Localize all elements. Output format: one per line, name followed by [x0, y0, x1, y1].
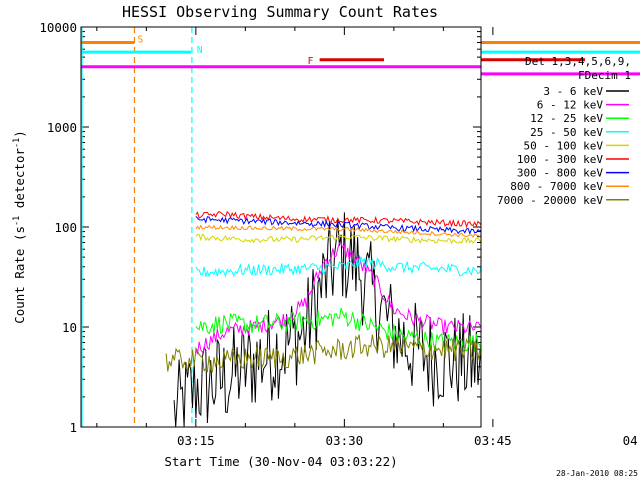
legend-entry-label: 3 - 6 keV: [543, 85, 603, 98]
series-line: [173, 212, 481, 427]
axes-layer: 11010010001000003:1503:3003:4504:0004:15…: [39, 20, 640, 448]
legend-header: FDecim 1: [578, 69, 631, 82]
series-line: [165, 334, 481, 373]
legend-entry-label: 12 - 25 keV: [530, 112, 603, 125]
chart-title: HESSI Observing Summary Count Rates: [122, 3, 438, 21]
legend-entry-label: 7000 - 20000 keV: [497, 194, 603, 207]
legend-entry-label: 50 - 100 keV: [524, 139, 604, 152]
footer-timestamp: 28-Jan-2010 08:25: [556, 469, 638, 478]
legend-entry-label: 25 - 50 keV: [530, 126, 603, 139]
flag-bars: SNFAQA1: [81, 34, 640, 76]
series-line: [195, 215, 481, 235]
legend-header: Det 1,3,4,5,6,9,: [525, 55, 631, 68]
flag-label: N: [197, 45, 203, 56]
series-layer: [165, 211, 481, 427]
series-line: [195, 256, 481, 278]
legend-entry-label: 300 - 800 keV: [517, 167, 603, 180]
legend-entry-label: 100 - 300 keV: [517, 153, 603, 166]
y-tick-label: 10000: [39, 20, 77, 35]
series-line: [195, 307, 481, 353]
y-tick-label: 1000: [47, 120, 77, 135]
y-axis-label: Count Rate (s-1 detector-1): [12, 130, 27, 324]
flag-label: F: [308, 56, 314, 67]
legend-entry-label: 800 - 7000 keV: [510, 180, 603, 193]
legend-entry-label: 6 - 12 keV: [537, 99, 604, 112]
x-tick-label: 03:45: [474, 433, 512, 448]
flag-label: S: [137, 34, 143, 45]
y-tick-label: 10: [62, 320, 77, 335]
series-line: [195, 242, 481, 355]
x-axis-label: Start Time (30-Nov-04 03:03:22): [164, 454, 397, 469]
series-line: [195, 211, 481, 229]
x-tick-label: 04:00: [623, 433, 640, 448]
series-line: [195, 224, 481, 238]
x-tick-label: 03:30: [326, 433, 364, 448]
series-line: [195, 233, 481, 245]
plot-frame: [80, 26, 482, 428]
y-tick-label: 1: [69, 420, 77, 435]
x-tick-label: 03:15: [177, 433, 215, 448]
y-tick-label: 100: [54, 220, 77, 235]
